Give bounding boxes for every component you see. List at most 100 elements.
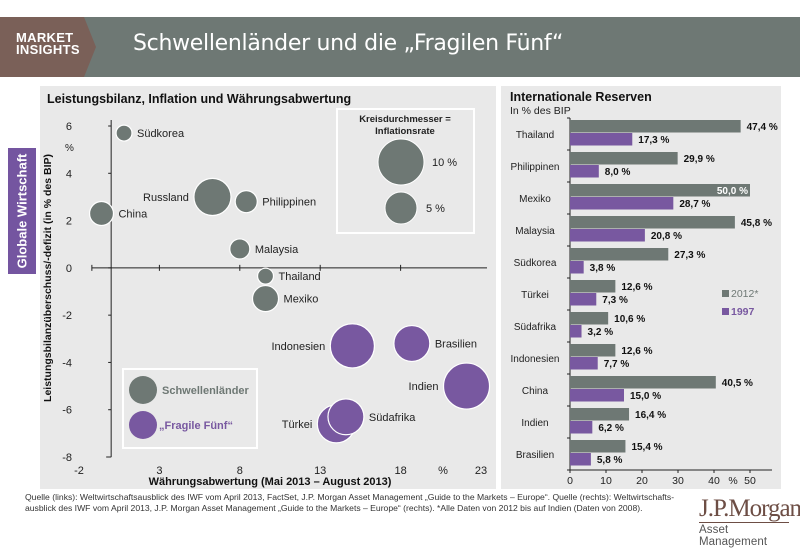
bar-value-label: 3,2 % xyxy=(588,327,614,338)
bar-1997-mexiko xyxy=(570,197,674,210)
size-legend-title-1: Kreisdurchmesser = xyxy=(359,114,451,125)
bar-1997-indien xyxy=(570,421,593,434)
y-tick-label: 0 xyxy=(66,263,72,275)
bar-value-label: 40,5 % xyxy=(722,378,753,389)
bar-value-label: 29,9 % xyxy=(684,154,715,165)
bubble-label: Thailand xyxy=(278,271,320,283)
bar-value-label: 45,8 % xyxy=(741,218,772,229)
header-bar: MARKET INSIGHTS Schwellenländer und die … xyxy=(0,17,800,77)
y-tick-label: 2 xyxy=(66,216,72,228)
bar-value-label: 15,4 % xyxy=(631,442,662,453)
legend-fragile-label: „Fragile Fünf“ xyxy=(159,420,233,432)
legend-fragile-marker xyxy=(129,411,157,439)
y-tick-label: -6 xyxy=(62,405,72,417)
y-unit-label: % xyxy=(65,143,74,154)
bar-value-label: 3,8 % xyxy=(590,263,616,274)
size-legend-box xyxy=(336,108,475,234)
bar-category-label: Indonesien xyxy=(511,354,560,365)
bubble-chart-title: Leistungsbilanz, Inflation und Währungsa… xyxy=(47,92,351,106)
bar-1997-thailand xyxy=(570,133,633,146)
bar-value-label: 7,7 % xyxy=(604,359,630,370)
bar-legend-2012-swatch xyxy=(722,290,729,297)
x-tick-label: 13 xyxy=(314,465,326,477)
bubble-label: China xyxy=(118,208,148,220)
bar-value-label: 20,8 % xyxy=(651,231,682,242)
bar-2012-china xyxy=(570,376,716,389)
bar-2012-thailand xyxy=(570,120,741,133)
bubble-malaysia xyxy=(229,238,251,260)
bar-category-label: Indien xyxy=(521,418,548,429)
bubble-indien xyxy=(442,362,491,410)
bar-2012-malaysia xyxy=(570,216,735,229)
bar-2012-philippinen xyxy=(570,152,678,165)
x-unit-label: % xyxy=(438,465,448,477)
bar-x-tick-label: 30 xyxy=(672,475,684,487)
y-tick-label: -4 xyxy=(62,357,72,369)
bubble-südafrika xyxy=(327,398,365,436)
bar-axes: 0 10 20 30 40 50 xyxy=(567,117,772,487)
bar-category-label: Mexiko xyxy=(519,194,551,205)
bar-value-label: 12,6 % xyxy=(621,346,652,357)
bubble-südkorea xyxy=(115,124,133,142)
bar-value-label: 47,4 % xyxy=(747,122,778,133)
bar-value-label: 27,3 % xyxy=(674,250,705,261)
section-tab: Globale Wirtschaft xyxy=(8,148,36,274)
bar-value-label: 28,7 % xyxy=(679,199,710,210)
bar-legend-1997-label: 1997 xyxy=(731,306,755,318)
bar-2012-südkorea xyxy=(570,248,669,261)
bubble-thailand xyxy=(256,267,275,285)
bar-1997-brasilien xyxy=(570,453,591,466)
bar-legend-1997-swatch xyxy=(722,308,729,315)
bar-value-label: 6,2 % xyxy=(598,423,624,434)
bar-value-label: 15,0 % xyxy=(630,391,661,402)
bar-value-label: 16,4 % xyxy=(635,410,666,421)
bar-2012-mexiko xyxy=(570,184,750,197)
bubble-indonesien xyxy=(329,323,376,369)
bar-value-label: 10,6 % xyxy=(614,314,645,325)
bubble-philippinen xyxy=(234,190,258,214)
y-tick-label: -2 xyxy=(62,310,72,322)
x-tick-label: 23 xyxy=(475,465,487,477)
x-axis-label: Währungsabwertung (Mai 2013 – August 201… xyxy=(149,476,392,488)
bar-value-label: 5,8 % xyxy=(597,455,623,466)
bar-category-label: Südafrika xyxy=(514,322,557,333)
bar-2012-südafrika xyxy=(570,312,609,325)
bubble-label: Brasilien xyxy=(435,339,477,351)
bar-x-tick-label: 50 xyxy=(744,475,756,487)
bar-x-unit-label: % xyxy=(728,475,737,487)
size-legend-bubble-10 xyxy=(377,138,425,186)
bar-category-label: Türkei xyxy=(521,290,549,301)
bubble-china xyxy=(88,200,115,227)
bar-x-tick-label: 10 xyxy=(600,475,612,487)
bubble-label: Russland xyxy=(143,192,189,204)
bar-1997-indonesien xyxy=(570,357,598,370)
bar-1997-türkei xyxy=(570,293,597,306)
bar-legend-2012-label: 2012* xyxy=(731,288,758,300)
brand-line1: MARKET xyxy=(16,30,74,45)
bar-1997-malaysia xyxy=(570,229,645,242)
size-legend-bubble-5 xyxy=(384,191,418,225)
legend-emerging-marker xyxy=(129,376,157,404)
bar-chart-title: Internationale Reserven xyxy=(510,90,652,104)
bar-1997-philippinen xyxy=(570,165,599,178)
y-tick-label: -8 xyxy=(62,452,72,464)
bubble-label: Mexiko xyxy=(284,294,319,306)
bubble-label: Indonesien xyxy=(271,341,325,353)
bar-1997-südkorea xyxy=(570,261,584,274)
bubble-label: Indien xyxy=(409,381,439,393)
x-tick-label: 8 xyxy=(237,465,243,477)
bubble-label: Philippinen xyxy=(262,197,316,209)
bar-x-tick-label: 0 xyxy=(567,475,573,487)
bar-value-label: 12,6 % xyxy=(621,282,652,293)
y-axis-label: Leistungsbilanzüberschuss/-defizit (in %… xyxy=(42,154,54,402)
bar-category-label: Brasilien xyxy=(516,450,554,461)
bar-2012-türkei xyxy=(570,280,616,293)
bar-value-label: 8,0 % xyxy=(605,167,631,178)
logo-wordmark: J.P.Morgan xyxy=(699,495,800,522)
source-footnote: Quelle (links): Weltwirtschaftsausblick … xyxy=(25,492,675,513)
bar-x-tick-label: 40 xyxy=(708,475,720,487)
y-tick-label: 6 xyxy=(66,121,72,133)
bubble-label: Malaysia xyxy=(255,244,299,256)
size-legend-title-2: Inflationsrate xyxy=(375,126,435,137)
